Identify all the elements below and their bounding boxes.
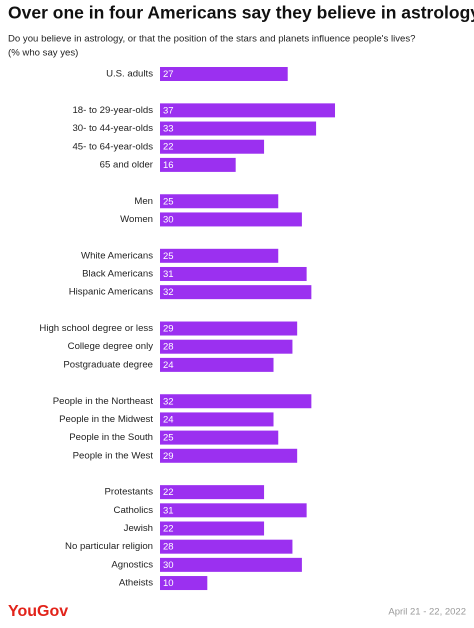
bar	[160, 157, 236, 172]
bar	[160, 139, 265, 154]
value-label: 16	[163, 160, 174, 171]
category-label: 18- to 29-year-olds	[72, 105, 153, 116]
category-label: No particular religion	[65, 541, 153, 552]
category-label: People in the Midwest	[59, 414, 153, 425]
category-label: Agnostics	[111, 559, 153, 570]
category-label: Men	[134, 196, 153, 207]
bar	[160, 285, 312, 300]
value-label: 24	[163, 414, 174, 425]
value-label: 22	[163, 487, 174, 498]
bar	[160, 430, 279, 445]
value-label: 29	[163, 451, 174, 462]
value-label: 28	[163, 542, 174, 553]
unit-note: (% who say yes)	[8, 48, 78, 59]
category-label: Women	[120, 214, 153, 225]
value-label: 24	[163, 360, 174, 371]
chart-subtitle: Do you believe in astrology, or that the…	[8, 34, 416, 45]
bar	[160, 212, 302, 227]
value-label: 29	[163, 324, 174, 335]
value-label: 10	[163, 578, 174, 589]
value-label: 28	[163, 342, 174, 353]
bar	[160, 539, 293, 554]
bar	[160, 521, 265, 536]
value-label: 32	[163, 287, 174, 298]
bar	[160, 339, 293, 354]
value-label: 25	[163, 433, 174, 444]
bar	[160, 503, 307, 518]
category-label: Black Americans	[82, 269, 153, 280]
category-label: Protestants	[104, 487, 153, 498]
value-label: 31	[163, 505, 174, 516]
value-label: 27	[163, 69, 174, 80]
category-label: 30- to 44-year-olds	[72, 123, 153, 134]
bar	[160, 576, 208, 591]
bar	[160, 321, 298, 336]
date-note: April 21 - 22, 2022	[388, 607, 466, 618]
category-label: People in the Northeast	[53, 396, 154, 407]
category-label: College degree only	[68, 341, 154, 352]
category-label: 45- to 64-year-olds	[72, 141, 153, 152]
bar	[160, 121, 317, 136]
bar	[160, 357, 274, 372]
value-label: 33	[163, 124, 174, 135]
bar	[160, 557, 302, 572]
category-label: U.S. adults	[106, 69, 153, 80]
bar	[160, 412, 274, 427]
value-label: 31	[163, 269, 174, 280]
value-label: 25	[163, 196, 174, 207]
category-label: Postgraduate degree	[63, 359, 153, 370]
bar	[160, 248, 279, 263]
bar	[160, 103, 336, 118]
value-label: 22	[163, 142, 174, 153]
chart-title: Over one in four Americans say they beli…	[8, 3, 474, 23]
value-label: 32	[163, 396, 174, 407]
bar	[160, 394, 312, 409]
category-label: Hispanic Americans	[69, 287, 153, 298]
category-label: People in the South	[69, 432, 153, 443]
category-label: High school degree or less	[39, 323, 153, 334]
value-label: 25	[163, 251, 174, 262]
category-label: 65 and older	[100, 159, 154, 170]
source-logo: YouGov	[8, 603, 68, 620]
value-label: 37	[163, 105, 174, 116]
bar	[160, 448, 298, 463]
value-label: 22	[163, 524, 174, 535]
value-label: 30	[163, 560, 174, 571]
bar	[160, 485, 265, 500]
bar	[160, 266, 307, 281]
value-label: 30	[163, 214, 174, 225]
category-label: Catholics	[114, 505, 154, 516]
category-label: Jewish	[124, 523, 153, 534]
bar	[160, 67, 288, 81]
category-label: People in the West	[73, 450, 154, 461]
category-label: White Americans	[81, 250, 153, 261]
category-label: Atheists	[119, 578, 153, 589]
bar	[160, 194, 279, 209]
